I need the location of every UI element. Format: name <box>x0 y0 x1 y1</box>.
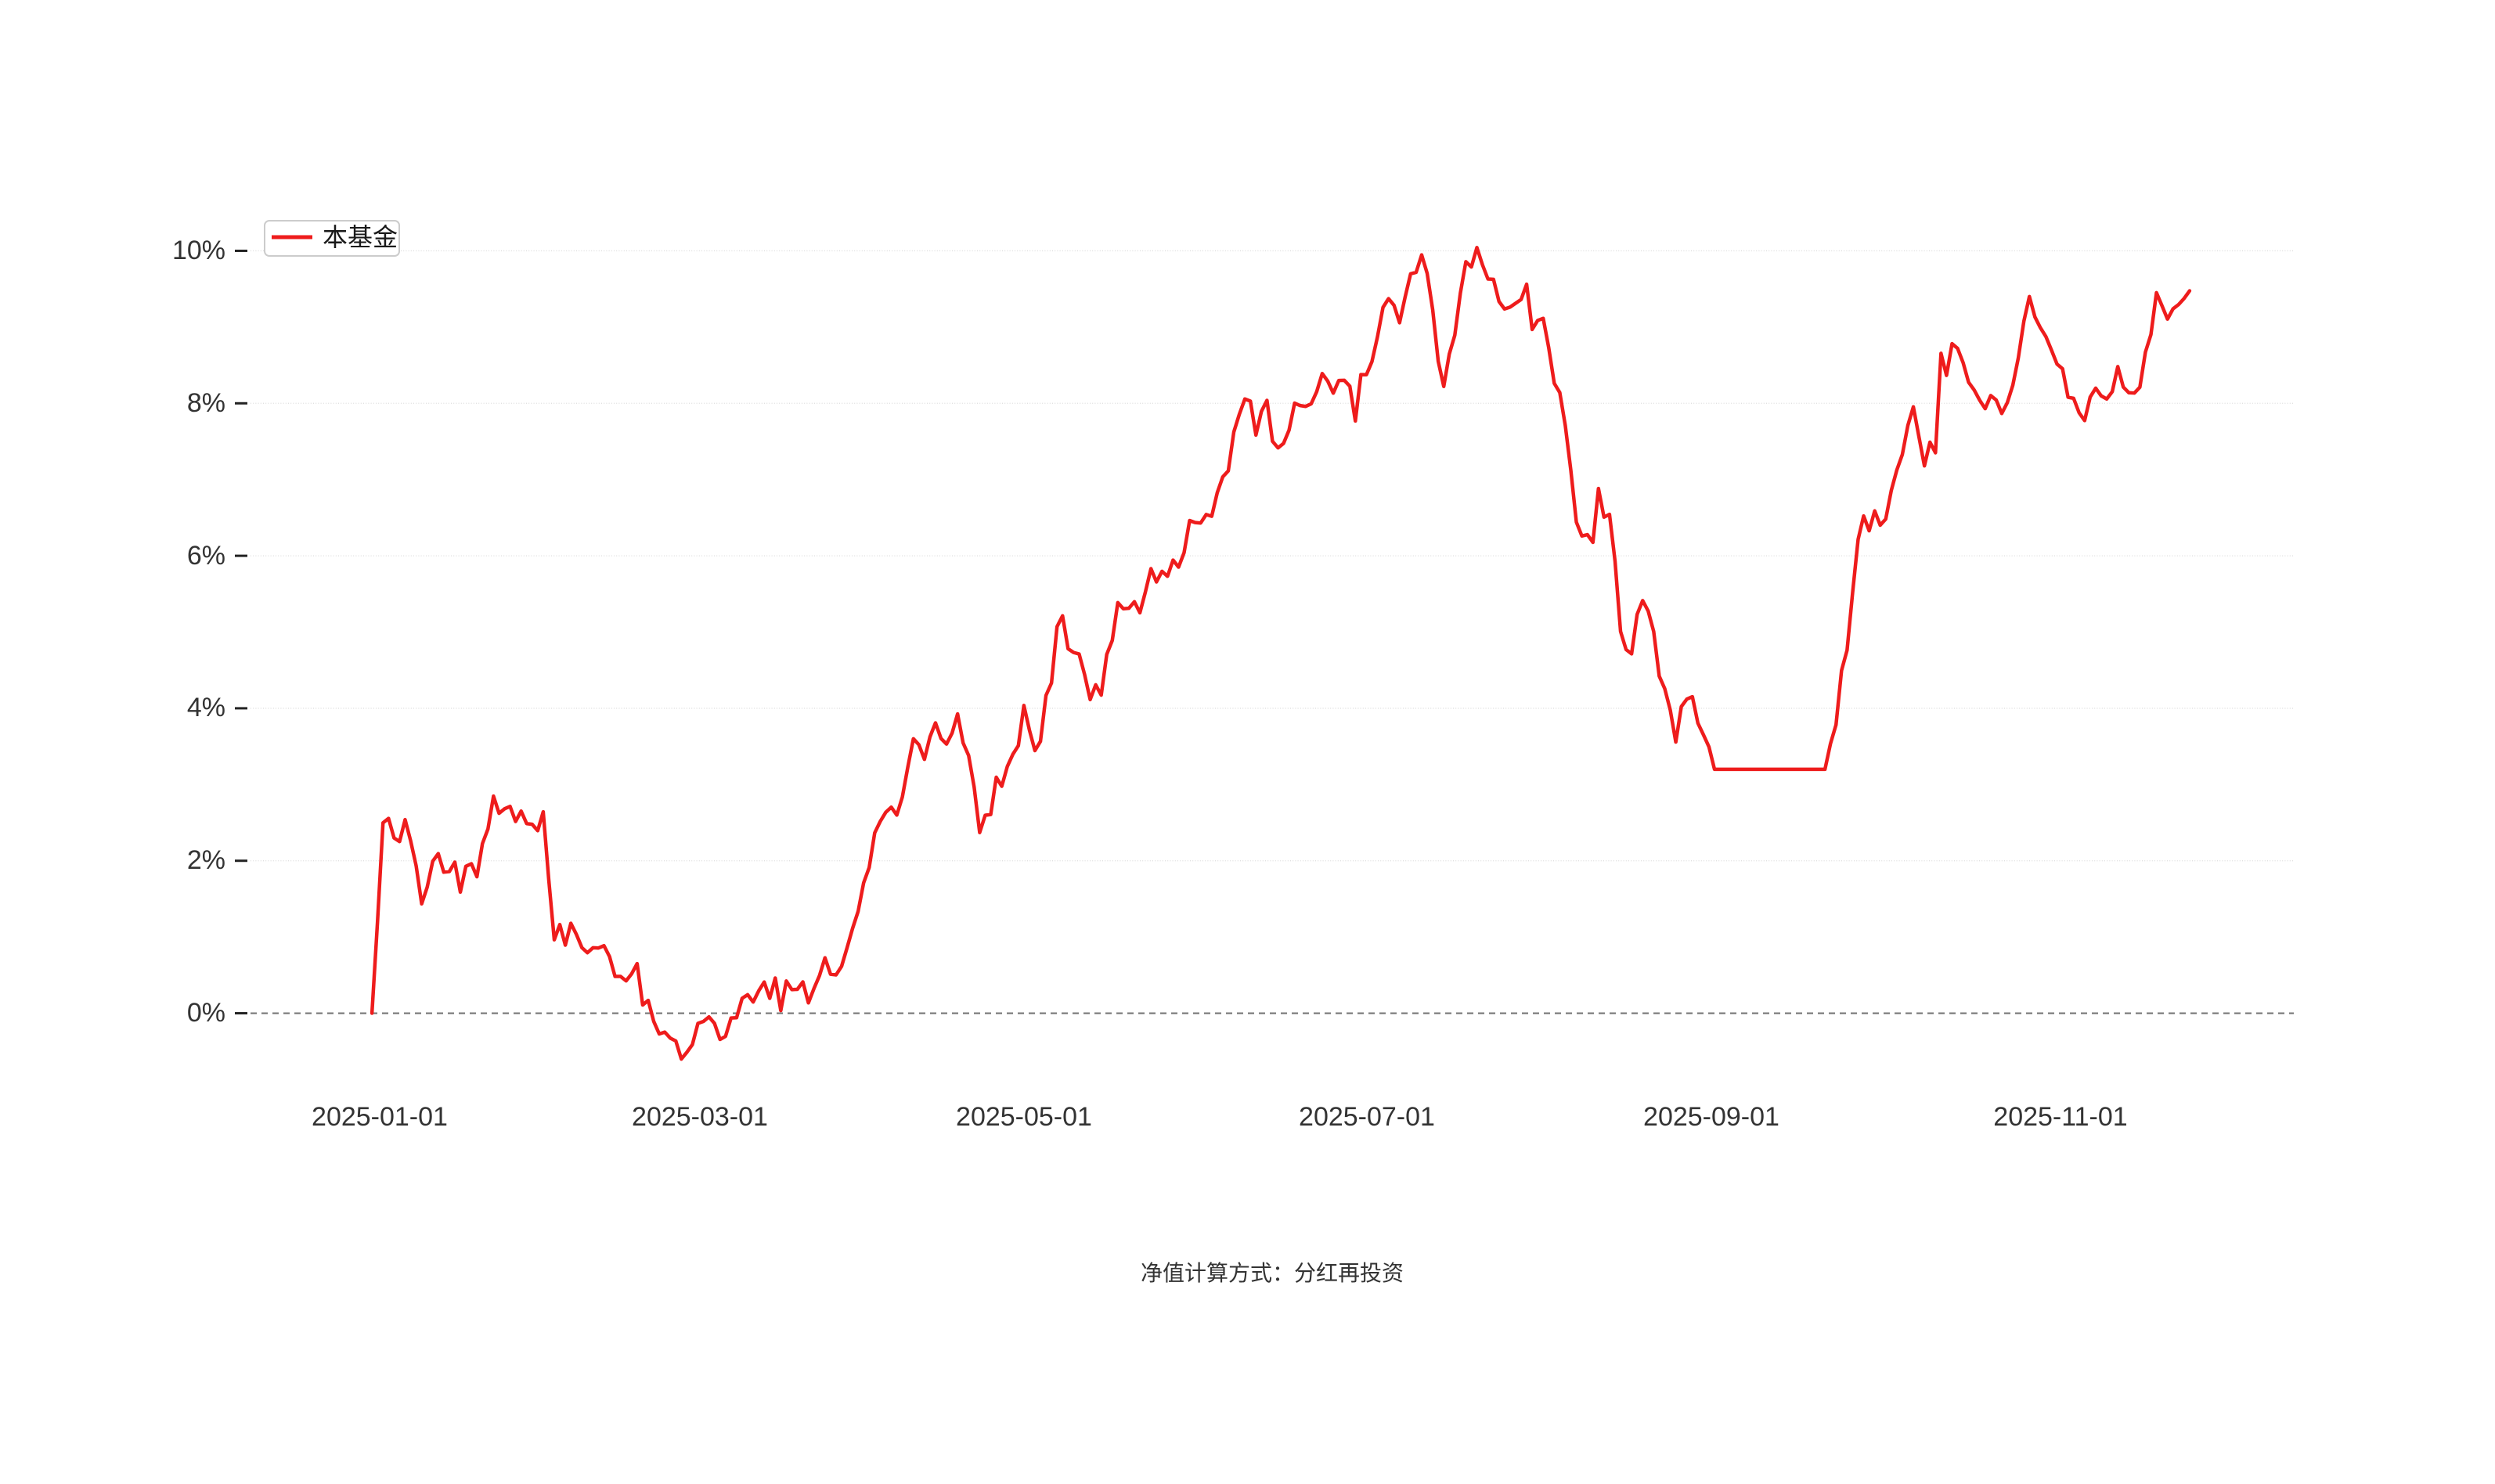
svg-text:4%: 4% <box>187 693 225 722</box>
svg-text:净值计算方式：分红再投资: 净值计算方式：分红再投资 <box>1141 1261 1404 1285</box>
svg-text:2%: 2% <box>187 845 225 875</box>
svg-text:2025-03-01: 2025-03-01 <box>632 1102 768 1132</box>
svg-text:6%: 6% <box>187 541 225 571</box>
svg-text:2025-11-01: 2025-11-01 <box>1993 1102 2127 1132</box>
svg-text:10%: 10% <box>172 236 225 265</box>
svg-text:2025-09-01: 2025-09-01 <box>1643 1102 1779 1132</box>
svg-text:8%: 8% <box>187 388 225 418</box>
svg-text:本基金: 本基金 <box>323 223 398 251</box>
svg-text:2025-07-01: 2025-07-01 <box>1299 1102 1435 1132</box>
svg-text:2025-01-01: 2025-01-01 <box>312 1102 448 1132</box>
svg-text:2025-05-01: 2025-05-01 <box>956 1102 1092 1132</box>
svg-text:0%: 0% <box>187 998 225 1028</box>
